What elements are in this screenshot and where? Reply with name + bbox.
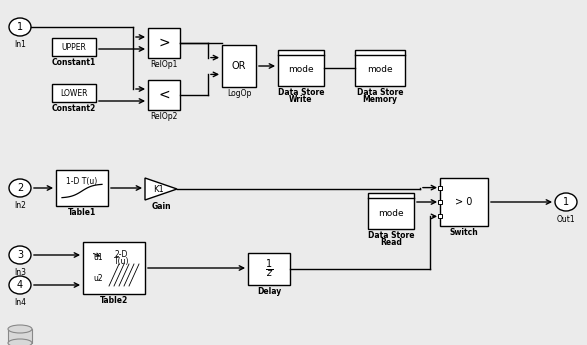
Text: Constant2: Constant2 xyxy=(52,104,96,113)
Text: Out1: Out1 xyxy=(556,215,575,224)
Text: u2: u2 xyxy=(93,274,103,283)
Text: Table1: Table1 xyxy=(68,208,96,217)
Text: mode: mode xyxy=(367,66,393,75)
Text: mode: mode xyxy=(378,208,404,217)
Bar xyxy=(222,45,256,87)
Text: 1-D T(u): 1-D T(u) xyxy=(66,177,97,186)
Text: <: < xyxy=(158,88,170,102)
Ellipse shape xyxy=(9,246,31,264)
Bar xyxy=(278,50,324,86)
Text: Data Store: Data Store xyxy=(278,88,324,97)
Text: Write: Write xyxy=(289,95,313,104)
Text: T(u): T(u) xyxy=(114,257,129,266)
Text: LogOp: LogOp xyxy=(227,89,251,98)
Text: mode: mode xyxy=(288,66,314,75)
Bar xyxy=(148,80,180,110)
Bar xyxy=(8,329,32,343)
Ellipse shape xyxy=(8,339,32,345)
Text: Data Store: Data Store xyxy=(367,231,414,240)
Text: 1: 1 xyxy=(563,197,569,207)
Text: 3: 3 xyxy=(17,250,23,260)
Text: RelOp2: RelOp2 xyxy=(150,112,178,121)
Bar xyxy=(83,242,145,294)
Text: K1: K1 xyxy=(153,185,163,194)
Text: Gain: Gain xyxy=(151,202,171,211)
Text: 1: 1 xyxy=(17,22,23,32)
Text: In1: In1 xyxy=(14,40,26,49)
Text: UPPER: UPPER xyxy=(62,42,86,51)
Text: 2: 2 xyxy=(17,183,23,193)
Text: 4: 4 xyxy=(17,280,23,290)
Text: Read: Read xyxy=(380,238,402,247)
Bar xyxy=(148,28,180,58)
Text: RelOp1: RelOp1 xyxy=(150,60,178,69)
Text: Data Store: Data Store xyxy=(357,88,403,97)
Bar xyxy=(52,38,96,56)
Text: OR: OR xyxy=(232,61,247,71)
Text: > 0: > 0 xyxy=(456,197,473,207)
Ellipse shape xyxy=(9,179,31,197)
Text: >: > xyxy=(158,36,170,50)
Text: Delay: Delay xyxy=(257,287,281,296)
Ellipse shape xyxy=(8,325,32,333)
Ellipse shape xyxy=(9,18,31,36)
Text: $\frac{1}{z}$: $\frac{1}{z}$ xyxy=(265,257,273,280)
Text: In4: In4 xyxy=(14,298,26,307)
Ellipse shape xyxy=(555,193,577,211)
Text: Table2: Table2 xyxy=(100,296,128,305)
Ellipse shape xyxy=(9,276,31,294)
Bar xyxy=(440,178,488,226)
Text: 2-D: 2-D xyxy=(114,250,128,259)
Text: Constant1: Constant1 xyxy=(52,58,96,67)
Text: In2: In2 xyxy=(14,201,26,210)
Bar xyxy=(56,170,108,206)
Bar xyxy=(52,84,96,102)
Bar xyxy=(355,50,405,86)
Text: LOWER: LOWER xyxy=(60,89,87,98)
Text: u1: u1 xyxy=(93,253,103,262)
Text: Memory: Memory xyxy=(363,95,397,104)
Bar xyxy=(248,253,290,285)
Text: In3: In3 xyxy=(14,268,26,277)
Polygon shape xyxy=(145,178,177,200)
Text: Switch: Switch xyxy=(450,228,478,237)
Bar xyxy=(368,193,414,229)
